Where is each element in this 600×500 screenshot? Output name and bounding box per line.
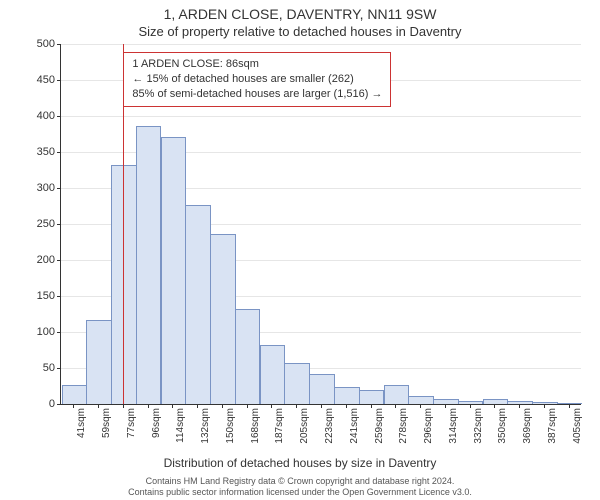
xtick-label: 205sqm <box>299 408 310 444</box>
xtick-mark <box>98 404 99 408</box>
ytick-label: 0 <box>49 398 55 410</box>
xtick-label: 314sqm <box>448 408 459 444</box>
bar <box>136 126 162 404</box>
bar <box>185 205 211 404</box>
x-axis-label: Distribution of detached houses by size … <box>0 456 600 470</box>
footer-line-1: Contains HM Land Registry data © Crown c… <box>0 476 600 487</box>
bar <box>235 309 261 404</box>
xtick-mark <box>271 404 272 408</box>
xtick-mark <box>73 404 74 408</box>
annotation-box: 1 ARDEN CLOSE: 86sqm ← 15% of detached h… <box>123 52 391 107</box>
ytick-mark <box>57 404 61 405</box>
bar <box>86 320 112 404</box>
xtick-label: 150sqm <box>225 408 236 444</box>
annotation-line-1: 1 ARDEN CLOSE: 86sqm <box>132 57 382 72</box>
annotation-line-2: ← 15% of detached houses are smaller (26… <box>132 72 382 87</box>
xtick-label: 59sqm <box>101 408 112 438</box>
xtick-label: 296sqm <box>423 408 434 444</box>
footer-attribution: Contains HM Land Registry data © Crown c… <box>0 476 600 499</box>
bar <box>309 374 335 404</box>
xtick-label: 187sqm <box>274 408 285 444</box>
bar <box>210 234 236 404</box>
xtick-label: 132sqm <box>200 408 211 444</box>
plot-area: 1 ARDEN CLOSE: 86sqm ← 15% of detached h… <box>60 44 581 405</box>
bar <box>161 137 187 404</box>
xtick-mark <box>148 404 149 408</box>
bar <box>532 402 558 404</box>
xtick-mark <box>420 404 421 408</box>
xtick-mark <box>197 404 198 408</box>
xtick-label: 278sqm <box>398 408 409 444</box>
bar <box>557 403 583 404</box>
xtick-mark <box>569 404 570 408</box>
ytick-label: 250 <box>37 218 55 230</box>
ytick-label: 100 <box>37 326 55 338</box>
xtick-mark <box>519 404 520 408</box>
xtick-mark <box>445 404 446 408</box>
footer-line-2: Contains public sector information licen… <box>0 487 600 498</box>
xtick-label: 332sqm <box>473 408 484 444</box>
ytick-label: 300 <box>37 182 55 194</box>
xtick-label: 369sqm <box>522 408 533 444</box>
bar <box>507 401 533 404</box>
chart-title: 1, ARDEN CLOSE, DAVENTRY, NN11 9SW <box>0 6 600 22</box>
bar <box>384 385 410 404</box>
xtick-label: 168sqm <box>250 408 261 444</box>
xtick-mark <box>172 404 173 408</box>
xtick-label: 114sqm <box>175 408 186 443</box>
ytick-label: 150 <box>37 290 55 302</box>
ytick-label: 200 <box>37 254 55 266</box>
xtick-label: 77sqm <box>126 408 137 438</box>
xtick-mark <box>247 404 248 408</box>
bar <box>359 390 385 404</box>
xtick-mark <box>321 404 322 408</box>
xtick-label: 41sqm <box>76 408 87 438</box>
xtick-label: 405sqm <box>572 408 583 444</box>
bar <box>408 396 434 404</box>
xtick-mark <box>395 404 396 408</box>
xtick-label: 223sqm <box>324 408 335 444</box>
xtick-mark <box>123 404 124 408</box>
xtick-mark <box>346 404 347 408</box>
ytick-label: 400 <box>37 110 55 122</box>
xtick-label: 387sqm <box>547 408 558 444</box>
bar <box>62 385 88 404</box>
bar <box>483 399 509 404</box>
chart-subtitle: Size of property relative to detached ho… <box>0 24 600 39</box>
xtick-mark <box>296 404 297 408</box>
xtick-label: 259sqm <box>374 408 385 444</box>
xtick-mark <box>544 404 545 408</box>
xtick-mark <box>371 404 372 408</box>
xtick-mark <box>470 404 471 408</box>
bar <box>334 387 360 404</box>
bar <box>260 345 286 404</box>
annotation-line-3: 85% of semi-detached houses are larger (… <box>132 87 382 102</box>
xtick-mark <box>222 404 223 408</box>
bar <box>111 165 137 404</box>
xtick-label: 241sqm <box>349 408 360 444</box>
ytick-label: 450 <box>37 74 55 86</box>
xtick-mark <box>494 404 495 408</box>
ytick-label: 350 <box>37 146 55 158</box>
bar <box>458 401 484 404</box>
chart-container: 1, ARDEN CLOSE, DAVENTRY, NN11 9SW Size … <box>0 0 600 500</box>
bar <box>284 363 310 404</box>
bar <box>433 399 459 404</box>
ytick-label: 50 <box>43 362 55 374</box>
xtick-label: 96sqm <box>151 408 162 438</box>
xtick-label: 350sqm <box>497 408 508 444</box>
ytick-label: 500 <box>37 38 55 50</box>
